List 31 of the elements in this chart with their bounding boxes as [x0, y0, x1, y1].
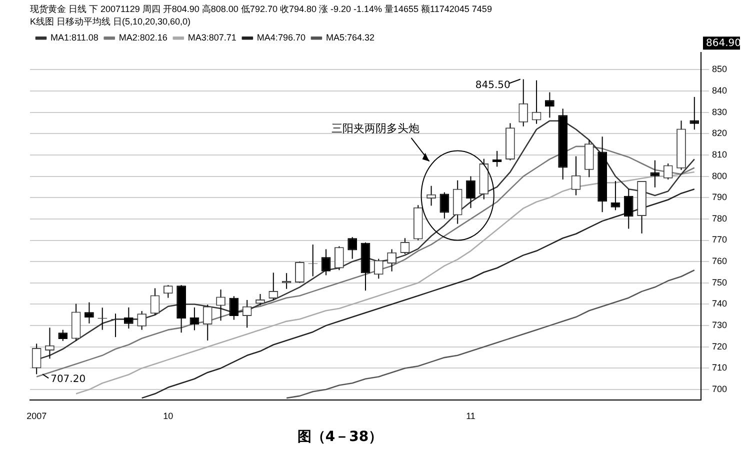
- y-tick-label: 700: [712, 384, 728, 394]
- chart-subtitle: K线图 日移动平均线 日(5,10,20,30,60,0): [30, 16, 191, 27]
- y-tick-label: 710: [712, 362, 728, 373]
- x-tick-label: 10: [163, 411, 174, 422]
- x-tick-label: 11: [466, 411, 476, 422]
- legend-label: MA4:796.70: [256, 32, 306, 43]
- text: 图（4－38）: [296, 428, 384, 446]
- y-tick-label: 740: [712, 298, 728, 309]
- y-tick-label: 840: [712, 85, 728, 96]
- text: 864.90: [706, 38, 741, 50]
- annotation: 三阳夹两阴多头炮: [331, 122, 420, 136]
- x-tick-label: 2007: [26, 411, 47, 422]
- annotation: 707.20: [50, 374, 86, 385]
- y-tick-label: 780: [712, 213, 728, 224]
- y-tick-label: 790: [712, 192, 728, 202]
- y-tick-label: 820: [712, 128, 728, 138]
- y-tick-label: 720: [712, 341, 728, 352]
- y-tick-label: 760: [712, 256, 728, 266]
- y-tick-label: 770: [712, 234, 728, 245]
- legend-label: MA3:807.71: [188, 32, 236, 43]
- y-tick-label: 730: [712, 320, 728, 330]
- legend-label: MA5:764.32: [326, 32, 375, 43]
- legend-label: MA1:811.08: [50, 32, 98, 43]
- legend-label: MA2:802.16: [118, 32, 168, 43]
- annotation: 845.50: [475, 80, 510, 91]
- chart-title: 现货黄金 日线 下 20071129 周四 开804.90 高808.00 低792.70 收794.80 涨 -9.20 -1.14% 量14655 额11742045 7459: [30, 4, 492, 14]
- y-tick-label: 750: [712, 277, 728, 288]
- y-tick-label: 830: [712, 106, 728, 117]
- y-tick-label: 810: [712, 149, 728, 160]
- y-tick-label: 800: [712, 170, 728, 181]
- y-tick-label: 850: [712, 64, 728, 74]
